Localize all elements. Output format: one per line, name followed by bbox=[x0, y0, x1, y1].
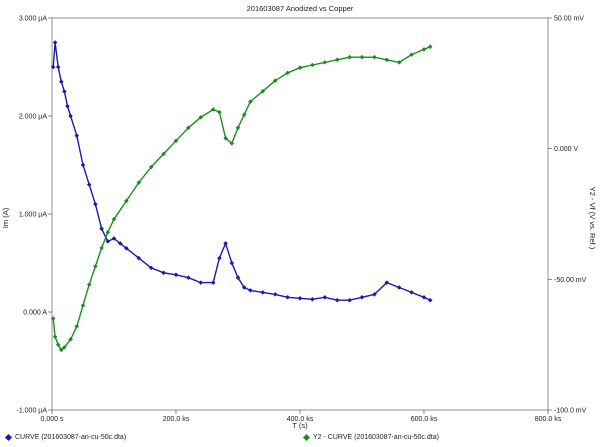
data-point bbox=[248, 99, 253, 104]
y-axis-title: Im (A) bbox=[1, 207, 10, 228]
data-point bbox=[347, 297, 352, 303]
data-point bbox=[59, 79, 64, 84]
data-point bbox=[68, 113, 73, 119]
series-curve bbox=[50, 40, 433, 303]
data-point bbox=[50, 64, 56, 70]
data-point bbox=[93, 264, 98, 269]
data-point bbox=[80, 162, 86, 168]
data-point bbox=[322, 60, 328, 65]
data-point bbox=[310, 297, 315, 302]
ticks-layer: 0.000 s 200.0 ks 400.0 ks 600.0 ks 800.0 ks 3… bbox=[17, 16, 587, 424]
chart-title: 201603087 Anodized vs Copper bbox=[247, 4, 354, 13]
data-point bbox=[117, 241, 123, 246]
data-point bbox=[409, 290, 414, 295]
data-point bbox=[260, 290, 266, 295]
data-point bbox=[198, 280, 204, 285]
data-point bbox=[260, 88, 266, 94]
data-point bbox=[285, 295, 290, 300]
data-point bbox=[359, 295, 365, 300]
y2-axis-title: Y2 - Vf (V vs. Ref.) bbox=[588, 187, 597, 250]
data-point bbox=[229, 260, 235, 266]
data-point bbox=[372, 292, 377, 297]
x-tick-label: 800.0 ks bbox=[535, 416, 562, 423]
data-point bbox=[173, 272, 179, 278]
data-point bbox=[217, 109, 222, 115]
data-point bbox=[65, 103, 70, 109]
legend-item-curve: CURVE (201603087-an-cu-50c.dta) bbox=[4, 433, 127, 442]
legend-marker-y2-curve bbox=[302, 433, 311, 442]
data-point bbox=[322, 295, 328, 300]
legend: CURVE (201603087-an-cu-50c.dta) Y2 - CUR… bbox=[0, 433, 600, 447]
data-point bbox=[124, 246, 129, 251]
series-layer bbox=[50, 40, 433, 353]
chart-background bbox=[0, 0, 600, 434]
data-point bbox=[52, 40, 58, 45]
data-point bbox=[55, 64, 61, 70]
data-point bbox=[396, 285, 402, 290]
data-point bbox=[384, 57, 390, 63]
y-tick-label: 0.000 A bbox=[23, 310, 47, 317]
legend-label-curve: CURVE (201603087-an-cu-50c.dta) bbox=[15, 434, 127, 441]
data-point bbox=[111, 216, 117, 222]
legend-marker-curve bbox=[4, 433, 13, 442]
chart: 0.000 s 200.0 ks 400.0 ks 600.0 ks 800.0 ks 3… bbox=[0, 0, 600, 434]
x-tick-label: 200.0 ks bbox=[163, 416, 190, 423]
y-tick-label: 2.000 µA bbox=[19, 114, 47, 121]
y2-tick-label: 0.000 V bbox=[554, 146, 578, 153]
data-point bbox=[427, 297, 433, 303]
data-point bbox=[334, 297, 340, 303]
data-point bbox=[52, 334, 58, 340]
y-tick-label: -1.000 µA bbox=[17, 408, 48, 415]
data-point bbox=[99, 226, 104, 231]
data-point bbox=[384, 280, 390, 285]
data-point bbox=[124, 198, 129, 204]
y-tick-label: 3.000 µA bbox=[19, 16, 47, 23]
data-point bbox=[421, 295, 427, 300]
data-point bbox=[241, 112, 247, 117]
y-tick-label: 1.000 µA bbox=[19, 212, 47, 219]
series-y2-curve bbox=[50, 44, 433, 353]
data-point bbox=[161, 270, 166, 276]
data-point bbox=[210, 107, 216, 112]
data-point bbox=[62, 345, 67, 350]
data-point bbox=[93, 201, 98, 207]
x-axis-title: T (s) bbox=[292, 421, 308, 430]
data-point bbox=[235, 275, 241, 280]
y2-tick-label: -50.00 mV bbox=[554, 277, 587, 284]
data-point bbox=[272, 292, 278, 297]
data-point bbox=[136, 255, 142, 261]
data-point bbox=[111, 236, 117, 241]
x-tick-label: 0.000 s bbox=[41, 416, 64, 423]
data-point bbox=[99, 245, 104, 251]
y2-tick-label: 50.00 mV bbox=[554, 16, 584, 23]
data-point bbox=[62, 89, 67, 94]
x-tick-label: 400.0 ks bbox=[287, 416, 314, 423]
legend-label-y2-curve: Y2 - CURVE (201603087-an-cu-50c.dta) bbox=[313, 434, 439, 441]
data-point bbox=[86, 182, 92, 187]
y2-tick-label: -100.0 mV bbox=[554, 408, 587, 415]
data-point bbox=[297, 296, 303, 301]
data-point bbox=[74, 133, 80, 138]
x-tick-label: 600.0 ks bbox=[411, 416, 438, 423]
data-point bbox=[74, 324, 80, 329]
data-point bbox=[105, 230, 111, 235]
legend-item-y2-curve: Y2 - CURVE (201603087-an-cu-50c.dta) bbox=[302, 433, 439, 442]
